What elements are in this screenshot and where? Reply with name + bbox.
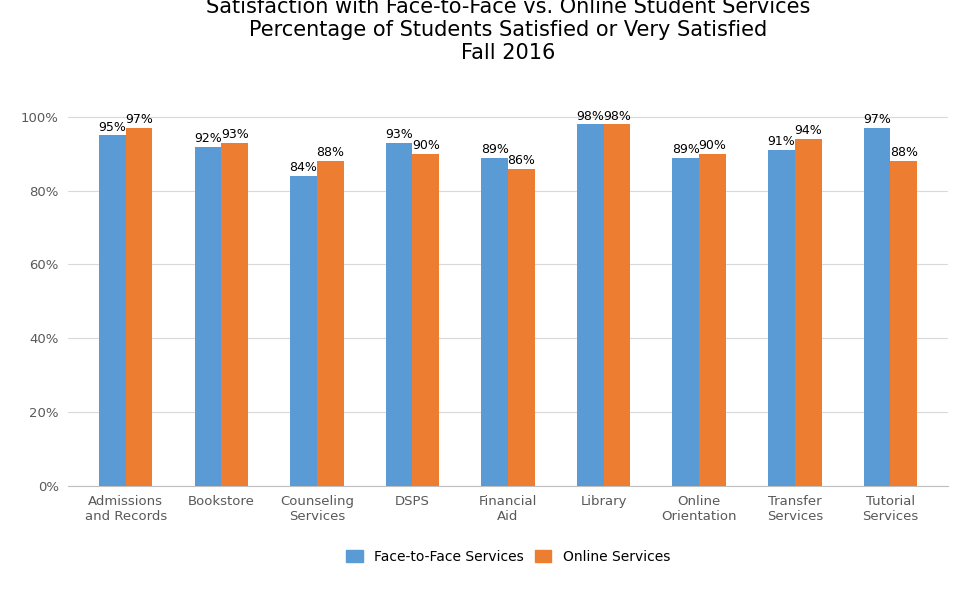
Text: 90%: 90% bbox=[412, 139, 440, 152]
Text: 84%: 84% bbox=[289, 161, 318, 174]
Bar bbox=[482, 158, 508, 486]
Bar bbox=[290, 176, 317, 486]
Text: 98%: 98% bbox=[576, 110, 604, 123]
Text: 88%: 88% bbox=[890, 146, 917, 160]
Bar bbox=[890, 161, 917, 486]
Bar bbox=[412, 154, 440, 486]
Legend: Face-to-Face Services, Online Services: Face-to-Face Services, Online Services bbox=[341, 544, 675, 569]
Text: 86%: 86% bbox=[507, 154, 535, 167]
Bar bbox=[126, 128, 152, 486]
Title: Satisfaction with Face-to-Face vs. Online Student Services
Percentage of Student: Satisfaction with Face-to-Face vs. Onlin… bbox=[206, 0, 810, 63]
Bar bbox=[222, 143, 248, 486]
Text: 93%: 93% bbox=[385, 128, 413, 141]
Text: 91%: 91% bbox=[768, 135, 795, 148]
Text: 98%: 98% bbox=[603, 110, 631, 123]
Bar bbox=[386, 143, 412, 486]
Bar bbox=[317, 161, 344, 486]
Text: 89%: 89% bbox=[481, 143, 509, 156]
Bar bbox=[508, 169, 534, 486]
Text: 88%: 88% bbox=[317, 146, 344, 160]
Text: 95%: 95% bbox=[99, 121, 126, 134]
Text: 93%: 93% bbox=[221, 128, 248, 141]
Bar bbox=[576, 124, 604, 486]
Bar bbox=[604, 124, 630, 486]
Text: 90%: 90% bbox=[699, 139, 727, 152]
Bar bbox=[700, 154, 726, 486]
Text: 94%: 94% bbox=[794, 124, 822, 137]
Bar bbox=[194, 146, 222, 486]
Text: 92%: 92% bbox=[194, 132, 222, 144]
Bar bbox=[768, 151, 794, 486]
Bar bbox=[864, 128, 890, 486]
Bar bbox=[794, 139, 822, 486]
Text: 97%: 97% bbox=[863, 114, 891, 126]
Bar bbox=[672, 158, 700, 486]
Text: 97%: 97% bbox=[125, 114, 153, 126]
Text: 89%: 89% bbox=[672, 143, 700, 156]
Bar bbox=[99, 135, 126, 486]
